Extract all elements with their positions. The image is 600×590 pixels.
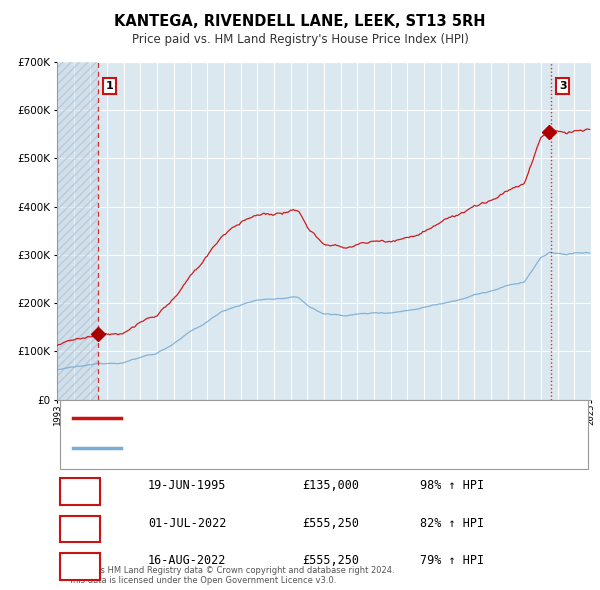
Text: 3: 3 bbox=[76, 554, 83, 568]
Text: 3: 3 bbox=[559, 81, 566, 91]
Text: HPI: Average price, detached house, Staffordshire Moorlands: HPI: Average price, detached house, Staf… bbox=[132, 443, 486, 453]
Text: Price paid vs. HM Land Registry's House Price Index (HPI): Price paid vs. HM Land Registry's House … bbox=[131, 33, 469, 46]
Text: £555,250: £555,250 bbox=[302, 554, 359, 568]
Text: 2: 2 bbox=[76, 517, 83, 530]
Text: 19-JUN-1995: 19-JUN-1995 bbox=[148, 479, 226, 492]
Text: 1: 1 bbox=[76, 479, 83, 492]
Text: 79% ↑ HPI: 79% ↑ HPI bbox=[420, 554, 484, 568]
Text: 98% ↑ HPI: 98% ↑ HPI bbox=[420, 479, 484, 492]
FancyBboxPatch shape bbox=[59, 401, 589, 469]
Text: 16-AUG-2022: 16-AUG-2022 bbox=[148, 554, 226, 568]
Text: 01-JUL-2022: 01-JUL-2022 bbox=[148, 517, 226, 530]
Text: KANTEGA, RIVENDELL LANE, LEEK, ST13 5RH (detached house): KANTEGA, RIVENDELL LANE, LEEK, ST13 5RH … bbox=[132, 413, 468, 423]
Text: 1: 1 bbox=[106, 81, 113, 91]
Text: £555,250: £555,250 bbox=[302, 517, 359, 530]
Text: Contains HM Land Registry data © Crown copyright and database right 2024.
This d: Contains HM Land Registry data © Crown c… bbox=[68, 566, 394, 585]
FancyBboxPatch shape bbox=[59, 553, 100, 579]
FancyBboxPatch shape bbox=[59, 478, 100, 504]
FancyBboxPatch shape bbox=[59, 516, 100, 542]
Text: 82% ↑ HPI: 82% ↑ HPI bbox=[420, 517, 484, 530]
Text: £135,000: £135,000 bbox=[302, 479, 359, 492]
Bar bbox=[57, 62, 98, 399]
Text: KANTEGA, RIVENDELL LANE, LEEK, ST13 5RH: KANTEGA, RIVENDELL LANE, LEEK, ST13 5RH bbox=[114, 14, 486, 30]
Bar bbox=[57, 62, 98, 399]
